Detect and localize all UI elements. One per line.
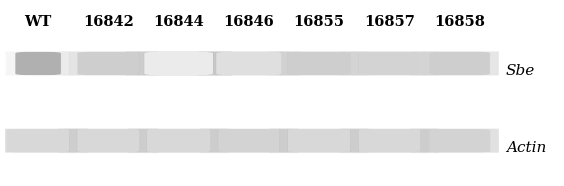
Text: 16842: 16842	[83, 15, 134, 29]
FancyBboxPatch shape	[358, 52, 421, 75]
FancyBboxPatch shape	[200, 128, 298, 153]
FancyBboxPatch shape	[218, 130, 280, 152]
FancyBboxPatch shape	[7, 129, 69, 152]
Text: 16844: 16844	[153, 15, 204, 29]
FancyBboxPatch shape	[216, 52, 281, 75]
Text: Actin: Actin	[506, 141, 547, 155]
FancyBboxPatch shape	[340, 51, 439, 76]
FancyBboxPatch shape	[218, 129, 280, 152]
FancyBboxPatch shape	[144, 52, 213, 75]
Text: Sbe: Sbe	[506, 64, 535, 78]
FancyBboxPatch shape	[359, 129, 420, 152]
FancyBboxPatch shape	[279, 52, 359, 75]
Text: 16857: 16857	[364, 15, 415, 29]
Text: WT: WT	[24, 15, 52, 29]
FancyBboxPatch shape	[78, 52, 139, 75]
Text: 16858: 16858	[434, 15, 485, 29]
FancyBboxPatch shape	[209, 129, 288, 152]
FancyBboxPatch shape	[15, 52, 61, 75]
FancyBboxPatch shape	[147, 129, 210, 152]
FancyBboxPatch shape	[197, 51, 300, 76]
FancyBboxPatch shape	[340, 128, 439, 153]
FancyBboxPatch shape	[125, 51, 232, 76]
FancyBboxPatch shape	[411, 51, 509, 76]
FancyBboxPatch shape	[59, 51, 158, 76]
FancyBboxPatch shape	[128, 128, 230, 153]
FancyBboxPatch shape	[350, 52, 429, 75]
FancyBboxPatch shape	[146, 130, 211, 152]
FancyBboxPatch shape	[215, 52, 282, 75]
FancyBboxPatch shape	[288, 52, 350, 75]
FancyBboxPatch shape	[135, 52, 222, 75]
FancyBboxPatch shape	[421, 52, 499, 75]
FancyBboxPatch shape	[7, 130, 70, 152]
FancyBboxPatch shape	[7, 52, 70, 75]
Text: 16846: 16846	[223, 15, 274, 29]
FancyBboxPatch shape	[411, 128, 509, 153]
FancyBboxPatch shape	[68, 129, 148, 152]
FancyBboxPatch shape	[77, 130, 140, 152]
FancyBboxPatch shape	[0, 129, 78, 152]
FancyBboxPatch shape	[350, 129, 429, 152]
FancyBboxPatch shape	[77, 52, 139, 75]
FancyBboxPatch shape	[208, 52, 290, 75]
Text: 16855: 16855	[294, 15, 345, 29]
FancyBboxPatch shape	[77, 129, 139, 152]
FancyBboxPatch shape	[429, 130, 490, 152]
FancyBboxPatch shape	[269, 128, 369, 153]
FancyBboxPatch shape	[429, 52, 490, 75]
FancyBboxPatch shape	[429, 129, 490, 152]
FancyBboxPatch shape	[279, 129, 359, 152]
FancyBboxPatch shape	[421, 129, 499, 152]
FancyBboxPatch shape	[288, 130, 351, 152]
FancyBboxPatch shape	[69, 52, 148, 75]
FancyBboxPatch shape	[269, 51, 369, 76]
FancyBboxPatch shape	[288, 52, 351, 75]
FancyBboxPatch shape	[0, 128, 88, 153]
FancyBboxPatch shape	[429, 52, 490, 75]
FancyBboxPatch shape	[288, 129, 350, 152]
FancyBboxPatch shape	[144, 52, 214, 75]
FancyBboxPatch shape	[0, 51, 80, 76]
FancyBboxPatch shape	[359, 52, 420, 75]
FancyBboxPatch shape	[59, 128, 158, 153]
FancyBboxPatch shape	[15, 52, 61, 75]
FancyBboxPatch shape	[138, 129, 219, 152]
FancyBboxPatch shape	[358, 130, 421, 152]
